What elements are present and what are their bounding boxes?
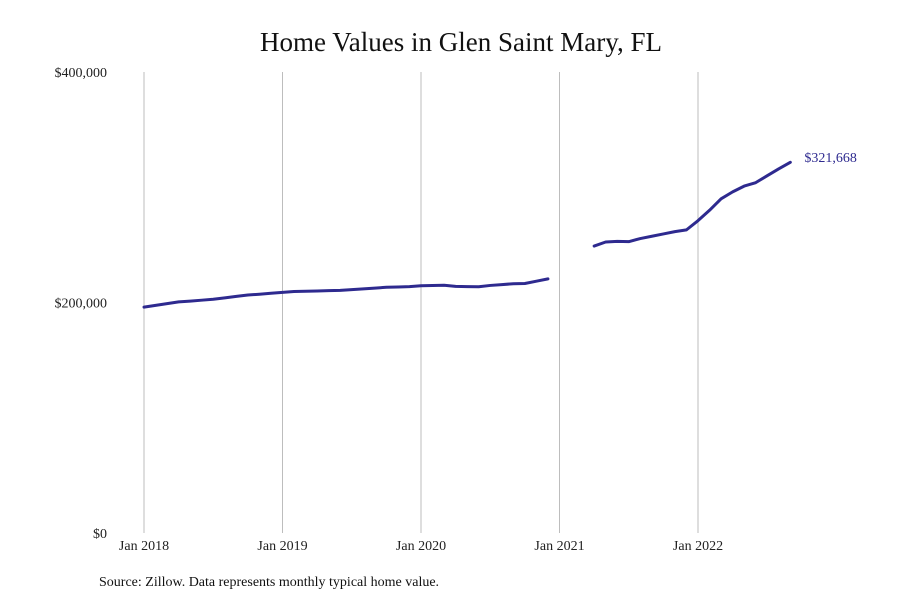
last-value-label: $321,668	[804, 151, 857, 166]
y-tick-label: $400,000	[55, 66, 108, 81]
y-tick-label: $0	[93, 527, 107, 542]
chart-title: Home Values in Glen Saint Mary, FL	[260, 27, 662, 57]
series-line-segment-1	[142, 277, 550, 309]
source-note: Source: Zillow. Data represents monthly …	[99, 575, 439, 590]
series-lines	[142, 160, 792, 309]
y-axis-ticks: $0 $200,000 $400,000	[55, 66, 108, 542]
y-tick-label: $200,000	[55, 297, 108, 312]
x-axis-ticks: Jan 2018 Jan 2019 Jan 2020 Jan 2021 Jan 2022	[119, 539, 723, 554]
x-tick-label: Jan 2022	[673, 539, 723, 554]
series-line-segment-2	[592, 160, 792, 248]
vertical-grid-lines	[143, 72, 699, 533]
x-tick-label: Jan 2018	[119, 539, 169, 554]
x-tick-label: Jan 2021	[534, 539, 584, 554]
x-tick-label: Jan 2020	[396, 539, 446, 554]
x-tick-label: Jan 2019	[257, 539, 307, 554]
